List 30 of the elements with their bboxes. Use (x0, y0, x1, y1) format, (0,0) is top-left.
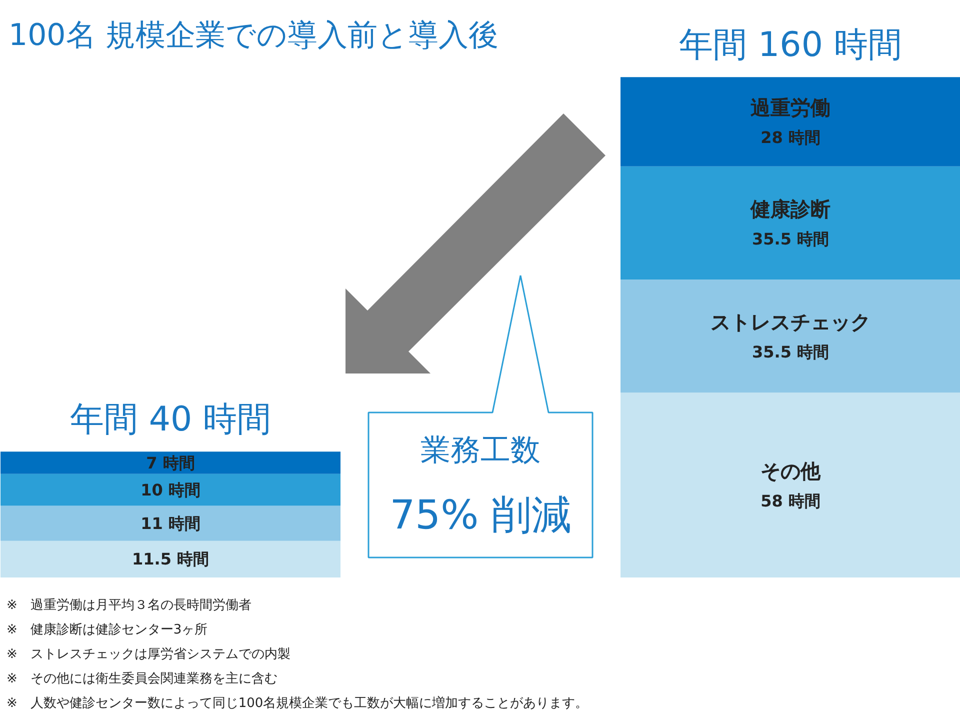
bar (0, 452, 340, 474)
data-label: 11 時間 (140, 514, 200, 533)
total-label: 年間 160 時間 (679, 25, 902, 66)
data-label: 28 時間 (760, 128, 820, 148)
bar (0, 506, 340, 541)
data-label: 11.5 時間 (132, 550, 210, 569)
series-label: 健康診断 (750, 196, 830, 221)
text: ※ 過重労働は月平均３名の長時間労働者 (6, 598, 252, 613)
chart-title: 100名 規模企業での導入前と導入後 (8, 18, 498, 53)
bar (0, 540, 340, 578)
series-label: ストレスチェック (710, 310, 870, 334)
data-label: 10 時間 (140, 480, 200, 500)
annotation: 75% 削減 (390, 492, 572, 538)
data-label: 7 時間 (146, 453, 195, 472)
bar (620, 77, 960, 166)
bar (620, 279, 960, 393)
series-label: 過重労働 (750, 96, 830, 120)
total-label: 年間 40 時間 (70, 400, 271, 440)
bar (620, 392, 960, 578)
text: ※ ストレスチェックは厚労省システムでの内製 (6, 647, 290, 662)
text: ※ 人数や健診センター数によって同じ100名規模企業でも工数が大幅に増加することがあります。 (6, 695, 588, 711)
bar (620, 166, 960, 280)
data-label: 35.5 時間 (752, 342, 830, 362)
series-label: その他 (760, 459, 822, 484)
annotation: 業務工数 (420, 433, 540, 468)
text: ※ その他には衛生委員会関連業務を主に含む (6, 670, 278, 686)
data-label: 35.5 時間 (752, 229, 830, 248)
text: ※ 健康診断は健診センター3ヶ所 (6, 622, 208, 638)
bar (0, 474, 340, 506)
data-label: 58 時間 (760, 492, 820, 511)
